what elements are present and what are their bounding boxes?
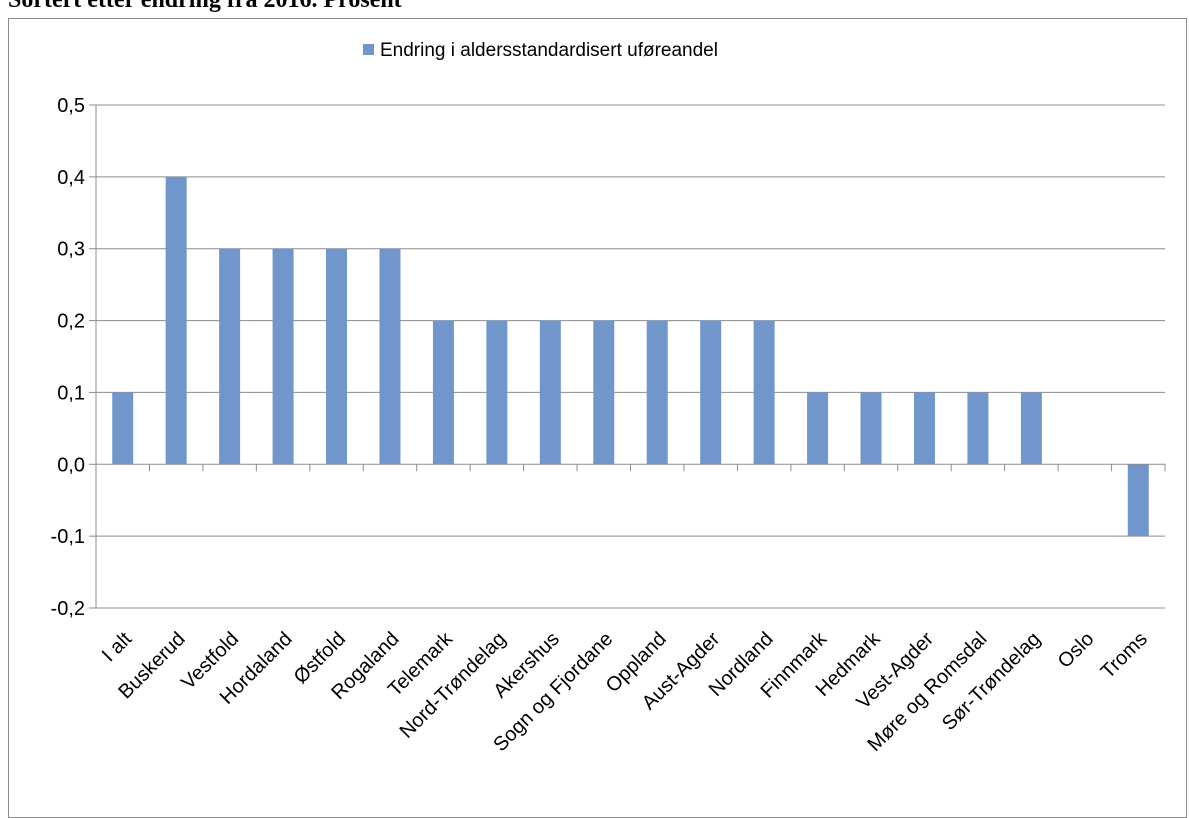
legend: Endring i aldersstandardisert uføreandel [363,40,718,61]
gridlines [89,104,1165,609]
y-tick-label: 0,0 [57,454,85,476]
bar [165,176,187,465]
x-axis-labels: I altBuskerudVestfoldHordalandØstfoldRog… [98,627,1152,756]
page-title: Sortert etter endring fra 2016. Prosent [8,0,402,13]
bar [432,320,454,465]
y-tick-label: 0,1 [57,382,85,404]
bar [326,248,348,465]
y-axis-ticks: 0,5 0,4 0,3 0,2 0,1 0,0 -0,1 -0,2 [51,95,85,620]
bar [1127,464,1149,537]
y-tick-label: -0,1 [51,526,85,548]
bar [486,320,508,465]
bar [807,392,829,465]
bar [219,248,241,465]
x-category-label: I alt [98,628,137,667]
legend-swatch [363,44,374,55]
bar [112,392,134,465]
x-category-label: Sør-Trøndelag [938,628,1045,735]
bar [272,248,294,465]
y-tick-label: 0,4 [57,167,85,189]
bar [379,248,401,465]
bar [860,392,882,465]
bar [967,392,989,465]
y-tick-label: -0,2 [51,598,85,620]
bar [913,392,935,465]
bar [593,320,615,465]
bar [700,320,722,465]
bar [753,320,775,465]
bar [539,320,561,465]
legend-label: Endring i aldersstandardisert uføreandel [380,40,718,61]
y-tick-label: 0,5 [57,95,85,117]
x-category-label: Oslo [1054,628,1099,673]
y-tick-label: 0,2 [57,311,85,333]
bars [112,176,1149,537]
x-category-label: Troms [1097,628,1152,683]
bar [646,320,668,465]
y-tick-label: 0,3 [57,239,85,261]
x-axis [95,463,1166,472]
bar [1020,392,1042,465]
